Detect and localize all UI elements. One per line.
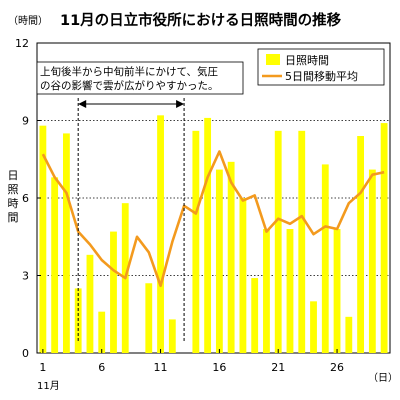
y-tick-label: 12	[15, 37, 29, 50]
bar	[274, 130, 282, 353]
y-unit-label: （時間）	[8, 15, 48, 27]
legend-label-line: 5日間移動平均	[285, 69, 358, 83]
legend: 日照時間 5日間移動平均	[257, 48, 385, 86]
bar	[298, 130, 306, 353]
bar	[51, 177, 59, 353]
bar	[251, 278, 259, 353]
bar	[368, 169, 376, 353]
bar	[239, 198, 247, 353]
bar	[145, 283, 153, 353]
bar	[157, 115, 164, 353]
x-tick-label: 21	[271, 361, 285, 374]
bar	[310, 301, 317, 353]
y-tick-label: 0	[22, 347, 29, 360]
legend-label-bar: 日照時間	[285, 54, 329, 67]
svg-text:日照時間: 日照時間	[8, 169, 19, 224]
x-tick-label: 6	[98, 361, 105, 374]
bar	[380, 123, 388, 353]
x-tick-label: 16	[212, 361, 226, 374]
legend-swatch-bar	[266, 54, 280, 65]
annotation-line-2: の谷の影響で雲が広がりやすかった。	[40, 79, 219, 92]
bar	[227, 161, 235, 353]
y-axis-label: 日照時間	[8, 169, 19, 224]
moving-average-line	[41, 150, 385, 288]
y-tick-label: 3	[22, 270, 29, 283]
bar	[98, 311, 106, 353]
bar	[357, 136, 364, 353]
bar	[86, 254, 94, 353]
grid-lines	[37, 120, 390, 276]
bar	[286, 229, 294, 353]
x-tick-label: 11	[154, 361, 168, 374]
annotation-arrowhead-right	[176, 100, 185, 108]
bar	[215, 169, 223, 353]
bar	[333, 229, 341, 353]
annotation-arrow	[77, 98, 185, 342]
x-unit-label: （日）	[368, 372, 398, 384]
annotation-frame	[36, 61, 244, 95]
y-tick-label: 6	[22, 192, 29, 205]
x-tick-label: 1	[39, 361, 46, 374]
bar	[345, 316, 353, 353]
bar	[168, 319, 176, 353]
bar	[204, 117, 212, 354]
annotation-box: 上旬後半から中旬前半にかけて、気圧 の谷の影響で雲が広がりやすかった。	[36, 61, 244, 95]
bar	[192, 130, 200, 353]
y-tick-label: 9	[22, 115, 29, 128]
y-axis-ticks: 0 3 6 9 12	[15, 37, 41, 360]
bar	[63, 133, 70, 353]
bar	[263, 229, 270, 353]
bar	[110, 231, 117, 353]
x-tick-label: 26	[330, 361, 344, 374]
x-month-label: 11月	[37, 380, 60, 392]
bar	[39, 125, 47, 354]
bar	[321, 164, 329, 353]
annotation-arrowhead-left	[78, 100, 87, 108]
x-axis-ticks: 1 6 11 16 21 26	[39, 349, 344, 374]
annotation-line-1: 上旬後半から中旬前半にかけて、気圧	[40, 65, 218, 78]
bar-series	[39, 115, 388, 354]
chart-title: 11月の日立市役所における日照時間の推移	[60, 11, 342, 29]
